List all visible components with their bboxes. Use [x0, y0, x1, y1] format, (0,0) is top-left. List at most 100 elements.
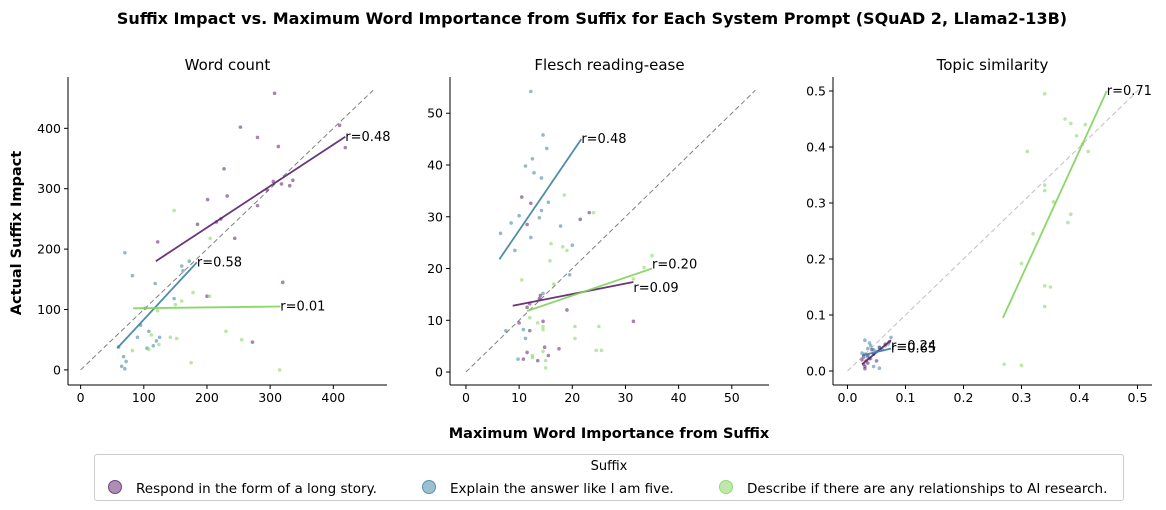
x-tick-label: 0.5 [1128, 390, 1148, 405]
data-point [509, 221, 513, 225]
data-point [172, 208, 176, 213]
x-axis-label: Maximum Word Importance from Suffix [449, 426, 770, 442]
data-point [149, 333, 154, 337]
data-point [541, 319, 545, 324]
data-point [516, 357, 520, 361]
data-point [157, 342, 161, 347]
data-point [279, 182, 284, 186]
data-point [250, 340, 255, 344]
data-point [532, 170, 536, 175]
data-point [538, 293, 543, 298]
correlation-label: r=0.58 [197, 255, 242, 270]
identity-line [80, 89, 374, 371]
data-point [517, 321, 521, 325]
series-1 [155, 91, 348, 344]
data-point [225, 194, 229, 198]
data-point [173, 302, 178, 307]
data-point [255, 203, 260, 208]
data-point [543, 358, 548, 363]
y-tick-label: 10 [427, 313, 443, 328]
correlation-label: r=0.01 [280, 299, 325, 314]
data-point [874, 359, 879, 363]
data-point [527, 328, 532, 333]
legend-marker [108, 480, 122, 494]
y-tick-label: 20 [427, 261, 443, 276]
y-tick-label: 0.4 [806, 140, 826, 155]
data-point [271, 179, 276, 184]
data-point [1048, 285, 1053, 289]
correlation-label: r=0.48 [345, 130, 390, 145]
subplot-title: Flesch reading-ease [534, 56, 684, 74]
legend: Suffix Respond in the form of a long sto… [94, 454, 1124, 501]
data-point [195, 222, 200, 227]
data-point [207, 294, 212, 299]
data-point [179, 264, 184, 268]
data-point [272, 91, 277, 96]
data-point [578, 217, 583, 222]
correlation-label: r=0.09 [633, 281, 678, 296]
data-point [1074, 134, 1079, 138]
y-tick-label: 0.3 [806, 196, 826, 211]
x-tick-label: 30 [617, 390, 633, 405]
data-point [860, 351, 864, 355]
data-point [155, 240, 160, 244]
data-point [519, 195, 524, 199]
y-tick-label: 30 [427, 209, 443, 224]
data-point [189, 360, 193, 365]
data-point [535, 321, 540, 325]
data-point [537, 216, 542, 220]
data-point [541, 327, 545, 332]
regression-line [1002, 90, 1108, 319]
data-point [519, 278, 524, 282]
data-point [525, 222, 529, 227]
data-point [866, 361, 870, 365]
data-point [172, 296, 176, 301]
data-point [1042, 304, 1047, 309]
data-point [504, 328, 508, 333]
y-axis-label: Actual Suffix Impact [9, 151, 25, 315]
data-point [523, 336, 528, 341]
data-point [224, 329, 228, 334]
data-point [867, 341, 872, 345]
x-tick-label: 400 [321, 390, 345, 405]
data-point [565, 248, 569, 253]
data-point [868, 344, 873, 348]
x-tick-label: 0.1 [896, 390, 916, 405]
series-3 [519, 193, 654, 370]
subplot-3: Topic similarity r=0.24r=0.65 r=0.71 0.0 0.1… [806, 56, 1152, 405]
legend-label: Explain the answer like I am five. [450, 481, 674, 497]
data-point [155, 308, 160, 313]
data-point [168, 335, 173, 340]
data-point [205, 197, 210, 202]
data-point [276, 144, 281, 149]
data-point [548, 258, 552, 263]
legend-marker [719, 480, 733, 494]
regression-line [155, 136, 346, 262]
x-tick-label: 0 [77, 390, 85, 405]
data-point [255, 135, 260, 140]
regression-line [116, 261, 198, 349]
data-point [527, 315, 532, 320]
data-point [542, 345, 547, 350]
legend-item-long-story: Respond in the form of a long story. [108, 480, 377, 497]
regression-line [526, 267, 653, 312]
data-point [541, 349, 545, 354]
data-point [539, 176, 544, 180]
data-point [877, 366, 882, 371]
data-point [1042, 183, 1047, 187]
data-point [530, 156, 535, 161]
data-point [562, 193, 567, 197]
data-point [558, 224, 563, 228]
data-point [546, 200, 551, 205]
data-point [153, 281, 157, 286]
data-point [130, 348, 135, 353]
data-point [863, 366, 867, 371]
data-point [174, 336, 179, 341]
data-point [535, 358, 540, 363]
data-point [232, 236, 237, 241]
figure-title: Suffix Impact vs. Maximum Word Importanc… [117, 9, 1067, 28]
x-tick-label: 0 [462, 390, 470, 405]
data-point [539, 208, 544, 213]
subplot-2: Flesch reading-ease r=0.09 r=0.48 r=0.20 0 10… [427, 56, 769, 405]
y-tick-label: 400 [37, 121, 61, 136]
